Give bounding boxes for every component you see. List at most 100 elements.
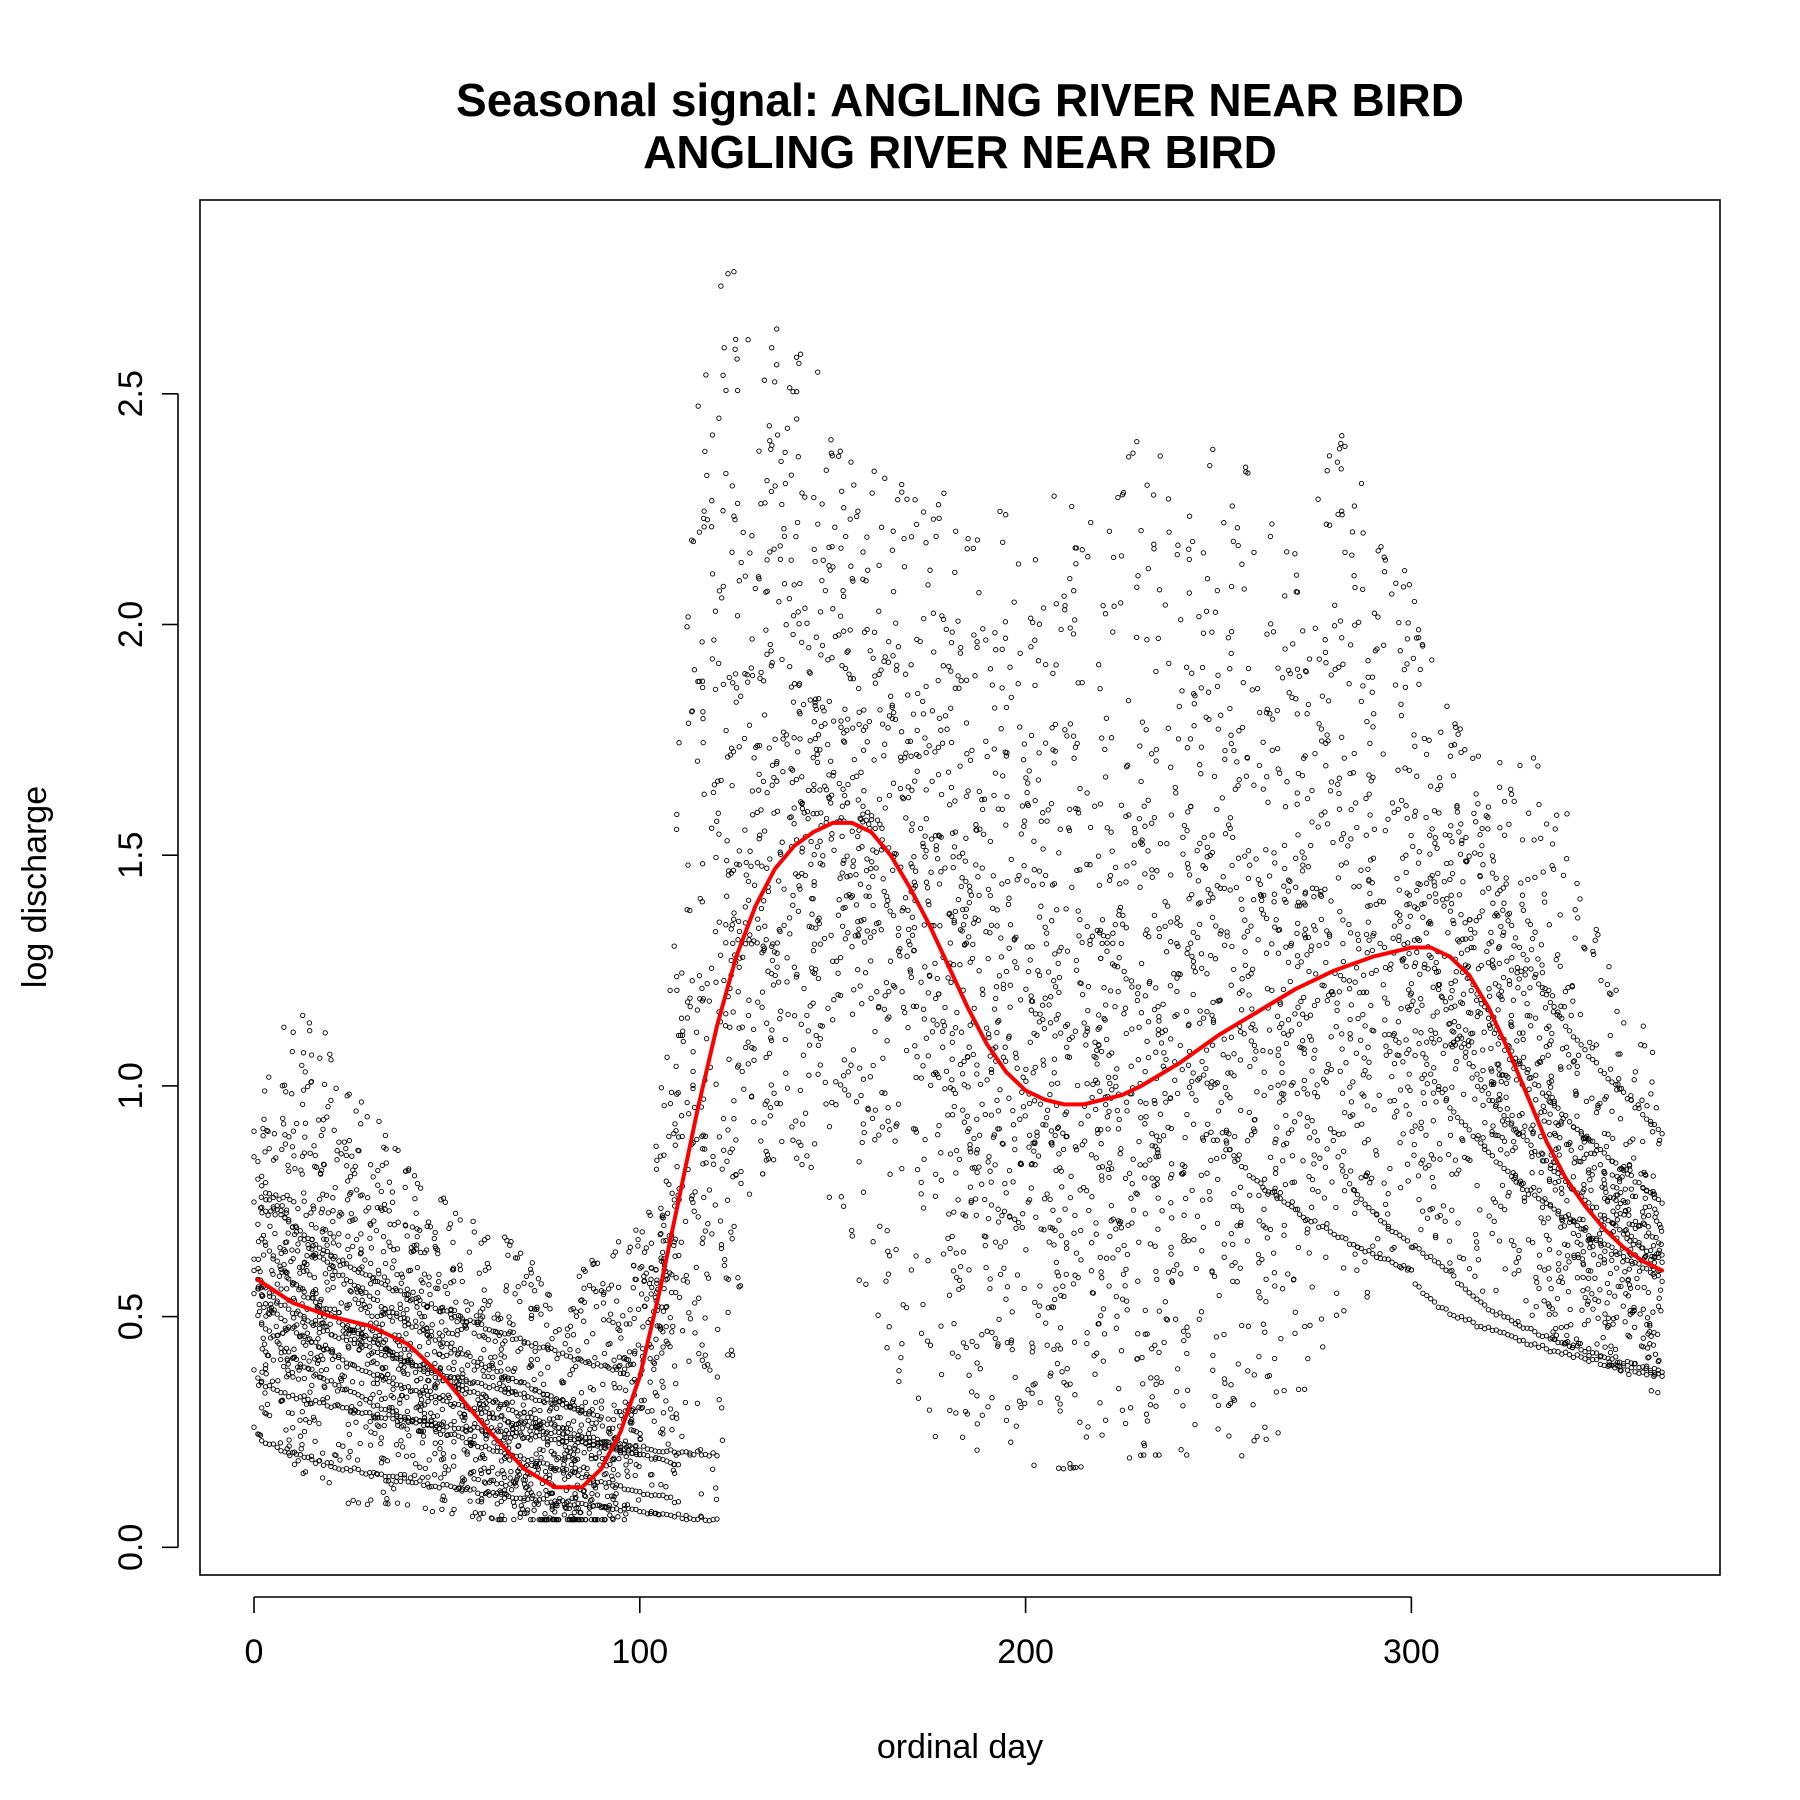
data-point xyxy=(1302,935,1309,941)
data-point xyxy=(654,1323,660,1329)
data-point xyxy=(291,1295,297,1302)
data-point xyxy=(667,1100,674,1107)
data-point xyxy=(1204,1170,1210,1176)
data-point xyxy=(1155,1147,1161,1153)
data-point xyxy=(905,794,912,801)
data-point xyxy=(920,711,927,717)
data-point xyxy=(1276,1099,1283,1105)
data-point xyxy=(1352,979,1358,985)
data-point xyxy=(1150,492,1157,498)
data-point xyxy=(325,1210,331,1216)
data-point xyxy=(1564,811,1570,817)
data-point xyxy=(1118,802,1125,808)
data-point xyxy=(951,920,957,926)
data-point xyxy=(1396,619,1402,626)
data-point xyxy=(1489,870,1496,876)
data-point xyxy=(1645,1212,1652,1219)
data-point xyxy=(1437,1156,1443,1162)
data-point xyxy=(805,787,812,794)
data-point xyxy=(900,795,907,802)
data-point xyxy=(1323,763,1329,769)
data-point xyxy=(791,1013,798,1019)
data-point xyxy=(1032,682,1038,689)
data-point xyxy=(1255,937,1261,943)
data-point xyxy=(478,1470,485,1477)
data-point xyxy=(1096,882,1103,888)
data-point xyxy=(679,1133,685,1140)
data-point xyxy=(1441,903,1447,909)
data-point xyxy=(1158,1040,1165,1046)
data-point xyxy=(1304,1091,1311,1097)
data-point xyxy=(956,1277,963,1284)
data-point xyxy=(1608,991,1614,998)
data-point xyxy=(527,1266,534,1272)
data-point xyxy=(1337,908,1343,915)
data-point xyxy=(352,1296,358,1302)
data-point xyxy=(893,620,899,626)
data-point xyxy=(1404,815,1410,822)
data-point xyxy=(1216,1292,1222,1299)
data-point xyxy=(1545,1052,1551,1058)
data-point xyxy=(1430,1013,1436,1019)
data-point xyxy=(979,865,985,871)
data-point xyxy=(985,1159,991,1165)
data-point xyxy=(1365,866,1371,872)
data-point xyxy=(1057,826,1063,832)
data-point xyxy=(395,1366,402,1372)
data-point xyxy=(774,1100,780,1106)
data-point xyxy=(810,948,817,954)
data-point xyxy=(1323,660,1329,666)
data-point xyxy=(1156,1308,1162,1314)
data-point xyxy=(783,622,789,628)
data-point xyxy=(1116,1385,1122,1392)
data-point xyxy=(1564,1253,1571,1259)
data-point xyxy=(948,739,955,746)
data-point xyxy=(1614,1314,1620,1320)
data-point xyxy=(1350,1079,1356,1085)
data-point xyxy=(938,727,944,733)
data-point xyxy=(564,1326,571,1332)
data-point xyxy=(724,857,730,864)
data-point xyxy=(358,1121,364,1127)
data-point xyxy=(390,1375,397,1381)
data-point xyxy=(542,1302,549,1308)
data-point xyxy=(745,897,752,903)
data-point xyxy=(1001,1265,1007,1271)
data-point xyxy=(1463,1049,1469,1055)
data-point xyxy=(1211,1273,1218,1280)
data-point xyxy=(1073,957,1080,964)
data-point xyxy=(542,1511,548,1517)
data-point xyxy=(1462,936,1469,942)
data-point xyxy=(1296,1021,1303,1027)
data-point xyxy=(1411,598,1418,605)
data-point xyxy=(317,1170,323,1176)
data-point xyxy=(1396,887,1402,893)
data-point xyxy=(1005,878,1011,885)
data-point xyxy=(1590,951,1597,958)
data-point xyxy=(289,1282,296,1288)
data-point xyxy=(1204,576,1211,582)
data-point xyxy=(1577,1011,1584,1018)
data-point xyxy=(272,1212,278,1218)
data-point xyxy=(635,1243,641,1249)
data-point xyxy=(350,1497,356,1504)
data-point xyxy=(519,1506,525,1512)
data-point xyxy=(811,852,817,858)
data-point xyxy=(1295,1004,1301,1010)
data-point xyxy=(1316,656,1322,662)
data-point xyxy=(1051,760,1057,766)
data-point xyxy=(1036,621,1043,627)
data-point xyxy=(776,878,782,884)
data-point xyxy=(936,881,943,887)
data-point xyxy=(1015,561,1022,567)
data-point xyxy=(468,1301,474,1307)
data-point xyxy=(379,1365,385,1371)
data-point xyxy=(934,856,941,862)
data-point xyxy=(1500,932,1506,939)
data-point xyxy=(1521,990,1527,997)
data-point xyxy=(797,1087,804,1094)
data-point xyxy=(1011,599,1017,605)
data-point xyxy=(1233,884,1240,891)
data-point xyxy=(788,557,794,563)
